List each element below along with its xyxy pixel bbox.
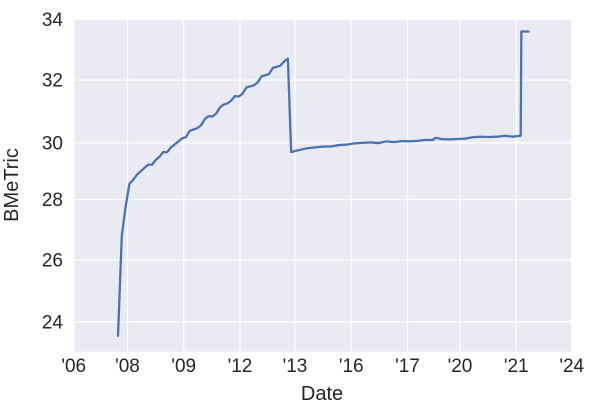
svg-text:'13: '13: [283, 356, 308, 377]
svg-text:32: 32: [42, 71, 63, 92]
svg-text:'24: '24: [559, 356, 584, 377]
svg-text:'06: '06: [61, 356, 86, 377]
svg-text:BMeTric: BMeTric: [1, 148, 23, 222]
svg-text:'12: '12: [228, 356, 253, 377]
svg-text:26: 26: [42, 251, 63, 272]
svg-text:'17: '17: [395, 356, 420, 377]
svg-text:24: 24: [42, 312, 64, 333]
svg-text:'21: '21: [504, 356, 529, 377]
svg-text:34: 34: [42, 10, 64, 31]
svg-text:'20: '20: [448, 356, 473, 377]
svg-text:Date: Date: [301, 383, 343, 405]
svg-text:28: 28: [42, 190, 63, 211]
svg-text:'09: '09: [171, 356, 196, 377]
svg-text:'16: '16: [339, 356, 364, 377]
svg-text:30: 30: [42, 133, 63, 154]
svg-text:'08: '08: [115, 356, 140, 377]
